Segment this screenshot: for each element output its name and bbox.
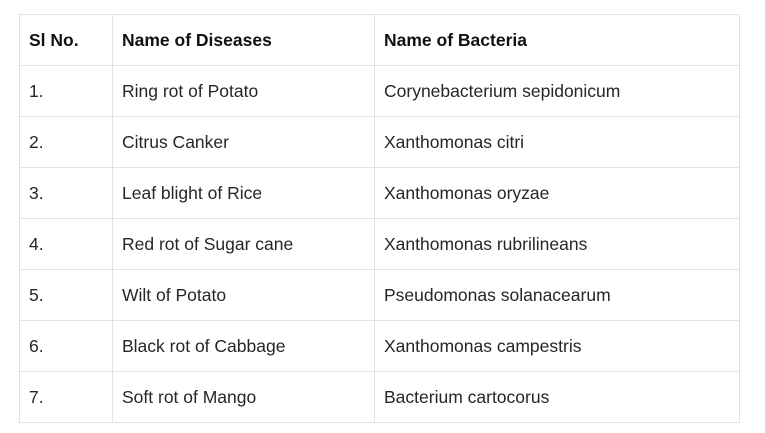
sl-no-cell: 5. bbox=[19, 269, 113, 321]
disease-cell: Wilt of Potato bbox=[112, 269, 375, 321]
disease-cell: Leaf blight of Rice bbox=[112, 167, 375, 219]
table-row: 2. Citrus Canker Xanthomonas citri bbox=[19, 116, 740, 168]
table-header: Sl No. Name of Diseases Name of Bacteria bbox=[19, 14, 740, 66]
bacteria-cell: Xanthomonas rubrilineans bbox=[374, 218, 740, 270]
table-row: 3. Leaf blight of Rice Xanthomonas oryza… bbox=[19, 167, 740, 219]
header-disease-name: Name of Diseases bbox=[112, 14, 375, 66]
disease-cell: Soft rot of Mango bbox=[112, 371, 375, 423]
table-row: 7. Soft rot of Mango Bacterium cartocoru… bbox=[19, 371, 740, 423]
sl-no-cell: 6. bbox=[19, 320, 113, 372]
disease-cell: Ring rot of Potato bbox=[112, 65, 375, 117]
table-row: 1. Ring rot of Potato Corynebacterium se… bbox=[19, 65, 740, 117]
bacteria-cell: Pseudomonas solanacearum bbox=[374, 269, 740, 321]
disease-cell: Red rot of Sugar cane bbox=[112, 218, 375, 270]
disease-cell: Black rot of Cabbage bbox=[112, 320, 375, 372]
sl-no-cell: 1. bbox=[19, 65, 113, 117]
header-row: Sl No. Name of Diseases Name of Bacteria bbox=[19, 14, 740, 66]
sl-no-cell: 2. bbox=[19, 116, 113, 168]
header-sl-no: Sl No. bbox=[19, 14, 113, 66]
diseases-table: Sl No. Name of Diseases Name of Bacteria… bbox=[19, 14, 740, 423]
sl-no-cell: 4. bbox=[19, 218, 113, 270]
bacteria-cell: Xanthomonas oryzae bbox=[374, 167, 740, 219]
disease-cell: Citrus Canker bbox=[112, 116, 375, 168]
table-row: 5. Wilt of Potato Pseudomonas solanacear… bbox=[19, 269, 740, 321]
header-bacteria-name: Name of Bacteria bbox=[374, 14, 740, 66]
table-row: 4. Red rot of Sugar cane Xanthomonas rub… bbox=[19, 218, 740, 270]
bacteria-cell: Corynebacterium sepidonicum bbox=[374, 65, 740, 117]
bacteria-cell: Bacterium cartocorus bbox=[374, 371, 740, 423]
table-row: 6. Black rot of Cabbage Xanthomonas camp… bbox=[19, 320, 740, 372]
sl-no-cell: 3. bbox=[19, 167, 113, 219]
sl-no-cell: 7. bbox=[19, 371, 113, 423]
bacteria-cell: Xanthomonas citri bbox=[374, 116, 740, 168]
bacteria-cell: Xanthomonas campestris bbox=[374, 320, 740, 372]
table-body: 1. Ring rot of Potato Corynebacterium se… bbox=[19, 65, 740, 423]
